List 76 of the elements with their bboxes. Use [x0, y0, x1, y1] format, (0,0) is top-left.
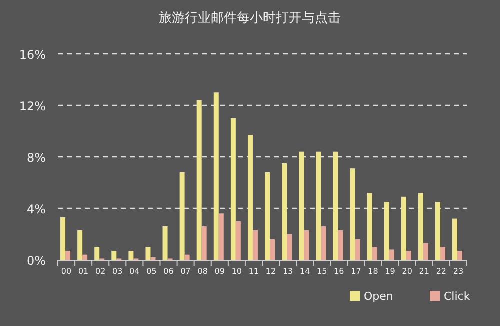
bar — [406, 250, 412, 260]
bar — [350, 168, 356, 260]
bar — [162, 226, 168, 260]
x-tick-label: 03 — [112, 267, 123, 276]
bar — [230, 118, 236, 260]
x-tick-label: 10 — [232, 267, 242, 276]
x-tick-label: 12 — [266, 267, 276, 276]
bar — [236, 221, 241, 260]
bar — [180, 172, 185, 260]
legend-label: Click — [444, 290, 471, 303]
x-tick-label: 01 — [78, 267, 89, 276]
bar — [202, 226, 207, 260]
bar — [299, 152, 304, 260]
bar — [287, 234, 292, 260]
y-tick-label: 0% — [26, 254, 46, 268]
bar — [94, 247, 100, 260]
bar — [82, 254, 88, 260]
bar — [452, 218, 458, 260]
bar — [60, 218, 66, 260]
bar — [265, 172, 270, 260]
bar — [270, 239, 276, 260]
x-tick-label: 02 — [96, 267, 106, 276]
y-tick-label: 4% — [26, 202, 46, 216]
x-tick-label: 20 — [402, 267, 412, 276]
bar — [384, 202, 390, 260]
bar — [372, 247, 378, 260]
bar — [78, 230, 83, 260]
x-tick-label: 04 — [130, 267, 140, 276]
bar — [304, 230, 310, 260]
x-tick-label: 08 — [198, 267, 208, 276]
x-tick-label: 16 — [334, 267, 344, 276]
bar — [321, 226, 326, 260]
bar — [440, 247, 446, 260]
y-tick-label: 16% — [19, 48, 46, 62]
bar — [316, 152, 322, 260]
bar — [367, 193, 372, 260]
x-tick-label: 05 — [146, 267, 157, 276]
x-tick-label: 18 — [368, 267, 378, 276]
x-tick-label: 22 — [436, 267, 447, 276]
bar — [66, 250, 71, 260]
bar — [196, 100, 202, 260]
bar — [389, 250, 394, 260]
bar — [112, 250, 117, 260]
bar — [128, 250, 134, 260]
bar — [435, 202, 440, 260]
bar — [457, 250, 462, 260]
x-tick-label: 21 — [419, 267, 430, 276]
x-tick-label: 14 — [300, 267, 310, 276]
bar — [150, 257, 156, 260]
x-tick-label: 06 — [164, 267, 174, 276]
bar — [218, 214, 224, 260]
x-tick-label: 23 — [453, 267, 464, 276]
x-tick-label: 09 — [214, 267, 225, 276]
bar — [252, 230, 258, 260]
bar — [248, 135, 253, 260]
x-tick-label: 00 — [61, 267, 72, 276]
x-tick-label: 11 — [248, 267, 260, 276]
y-tick-label: 8% — [26, 151, 46, 165]
x-tick-label: 15 — [317, 267, 328, 276]
chart-title: 旅游行业邮件每小时打开与点击 — [159, 11, 341, 26]
x-tick-label: 13 — [282, 267, 294, 276]
x-tick-label: 07 — [180, 267, 191, 276]
y-tick-label: 12% — [19, 100, 46, 114]
bar — [401, 196, 406, 260]
bar — [184, 254, 190, 260]
bar — [214, 92, 219, 260]
x-tick-label: 17 — [351, 267, 362, 276]
legend-label: Open — [364, 290, 394, 303]
bar — [282, 163, 288, 260]
bar — [146, 247, 151, 260]
x-tick-label: 19 — [385, 267, 396, 276]
bar — [423, 243, 428, 260]
bar — [338, 230, 344, 260]
bar — [418, 193, 424, 260]
bar — [355, 239, 360, 260]
bar — [333, 152, 338, 260]
